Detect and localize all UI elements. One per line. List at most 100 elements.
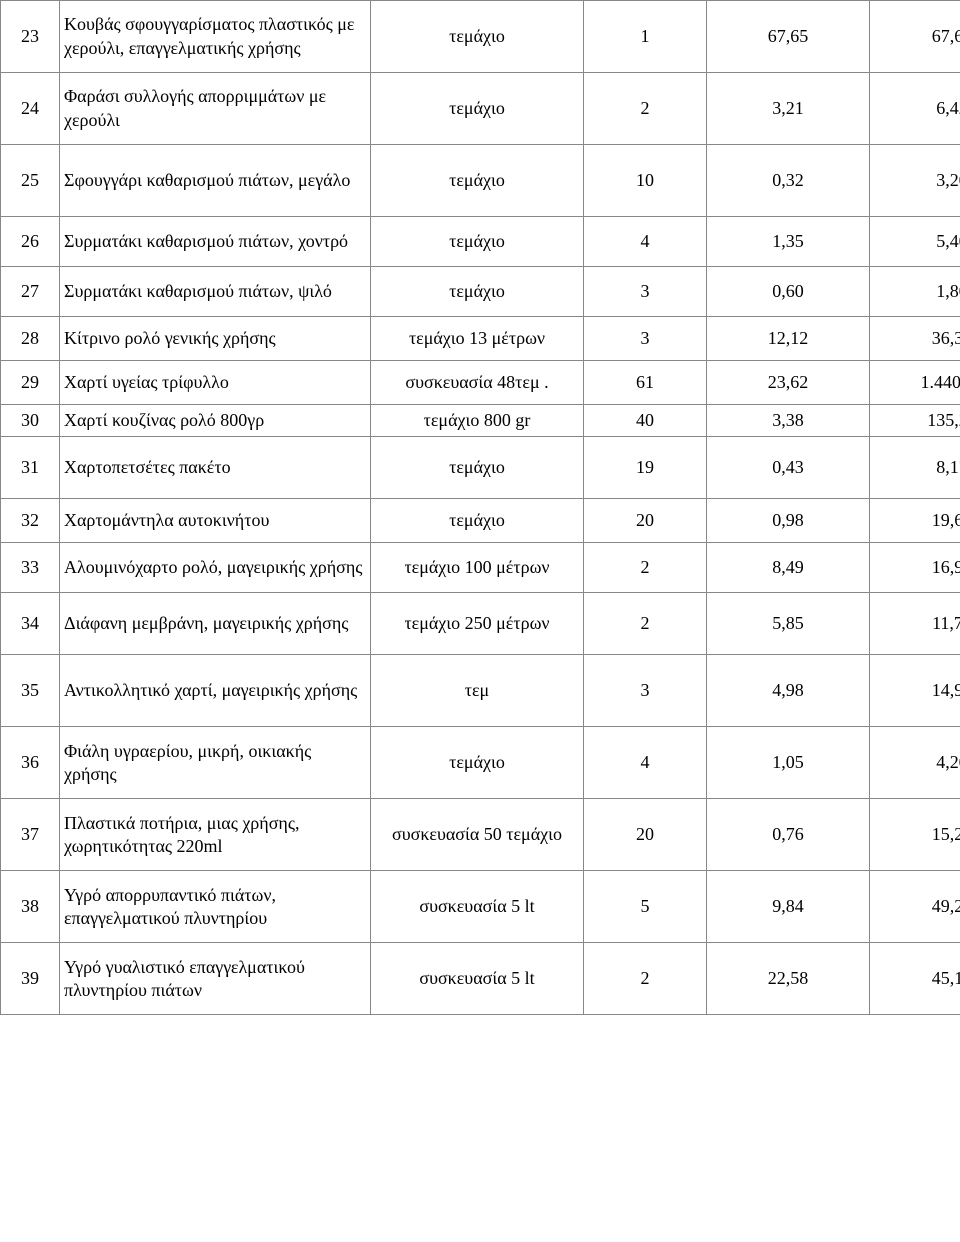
cell-total: 1,80 [870,267,960,317]
cell-quantity: 5 [584,871,707,943]
cell-unit: τεμάχιο [371,145,584,217]
cell-description: Διάφανη μεμβράνη, μαγειρικής χρήσης [60,593,371,655]
cell-unit: συσκευασία 5 lt [371,871,584,943]
cell-total: 6,42 [870,73,960,145]
cell-quantity: 19 [584,437,707,499]
cell-unit-price: 0,76 [707,799,870,871]
cell-number: 23 [1,1,60,73]
cell-description: Φαράσι συλλογής απορριμμάτων με χερούλι [60,73,371,145]
cell-description: Αντικολλητικό χαρτί, μαγειρικής χρήσης [60,655,371,727]
cell-unit: τεμάχιο 800 gr [371,405,584,437]
cell-number: 34 [1,593,60,655]
cell-total: 135,20 [870,405,960,437]
page-container: 23Κουβάς σφουγγαρίσματος πλαστικός με χε… [0,0,960,1015]
cell-unit-price: 4,98 [707,655,870,727]
cell-total: 15,20 [870,799,960,871]
cell-unit: συσκευασία 50 τεμάχιο [371,799,584,871]
table-row: 39Υγρό γυαλιστικό επαγγελματικού πλυντηρ… [1,943,960,1015]
cell-number: 33 [1,543,60,593]
cell-total: 5,40 [870,217,960,267]
cell-description: Χαρτί κουζίνας ρολό 800γρ [60,405,371,437]
cell-quantity: 2 [584,943,707,1015]
cell-number: 28 [1,317,60,361]
cell-unit: συσκευασία 48τεμ . [371,361,584,405]
cell-unit: τεμάχιο [371,267,584,317]
cell-unit: τεμάχιο [371,217,584,267]
cell-unit-price: 3,21 [707,73,870,145]
cell-description: Υγρό απορρυπαντικό πιάτων, επαγγελματικο… [60,871,371,943]
cell-number: 29 [1,361,60,405]
cell-unit: τεμάχιο [371,727,584,799]
cell-unit: τεμάχιο 100 μέτρων [371,543,584,593]
cell-total: 67,65 [870,1,960,73]
cell-unit: τεμ [371,655,584,727]
cell-unit-price: 0,98 [707,499,870,543]
cell-unit: συσκευασία 5 lt [371,943,584,1015]
cell-description: Φιάλη υγραερίου, μικρή, οικιακής χρήσης [60,727,371,799]
cell-unit-price: 5,85 [707,593,870,655]
cell-quantity: 1 [584,1,707,73]
table-row: 38Υγρό απορρυπαντικό πιάτων, επαγγελματι… [1,871,960,943]
cell-unit-price: 9,84 [707,871,870,943]
table-row: 36Φιάλη υγραερίου, μικρή, οικιακής χρήση… [1,727,960,799]
cell-number: 35 [1,655,60,727]
cell-unit: τεμάχιο 13 μέτρων [371,317,584,361]
table-row: 32Χαρτομάντηλα αυτοκινήτουτεμάχιο200,981… [1,499,960,543]
cell-quantity: 20 [584,499,707,543]
table-row: 27Συρματάκι καθαρισμού πιάτων, ψιλότεμάχ… [1,267,960,317]
cell-description: Πλαστικά ποτήρια, μιας χρήσης, χωρητικότ… [60,799,371,871]
cell-total: 11,70 [870,593,960,655]
cell-total: 49,20 [870,871,960,943]
table-row: 25Σφουγγάρι καθαρισμού πιάτων, μεγάλοτεμ… [1,145,960,217]
cell-quantity: 4 [584,217,707,267]
cell-unit-price: 0,43 [707,437,870,499]
cell-total: 16,98 [870,543,960,593]
cell-description: Κουβάς σφουγγαρίσματος πλαστικός με χερο… [60,1,371,73]
cell-description: Σφουγγάρι καθαρισμού πιάτων, μεγάλο [60,145,371,217]
cell-total: 19,60 [870,499,960,543]
cell-description: Αλουμινόχαρτο ρολό, μαγειρικής χρήσης [60,543,371,593]
cell-number: 36 [1,727,60,799]
cell-total: 8,17 [870,437,960,499]
cell-number: 31 [1,437,60,499]
cell-unit: τεμάχιο [371,499,584,543]
cell-number: 24 [1,73,60,145]
cell-number: 32 [1,499,60,543]
cell-quantity: 40 [584,405,707,437]
cell-total: 14,94 [870,655,960,727]
cell-number: 25 [1,145,60,217]
cell-number: 26 [1,217,60,267]
cell-unit-price: 22,58 [707,943,870,1015]
cell-quantity: 2 [584,73,707,145]
cell-quantity: 3 [584,655,707,727]
cell-number: 39 [1,943,60,1015]
cell-total: 45,16 [870,943,960,1015]
cell-unit-price: 0,60 [707,267,870,317]
cell-description: Χαρτί υγείας τρίφυλλο [60,361,371,405]
table-row: 26Συρματάκι καθαρισμού πιάτων, χοντρότεμ… [1,217,960,267]
cell-quantity: 10 [584,145,707,217]
table-row: 33Αλουμινόχαρτο ρολό, μαγειρικής χρήσηςτ… [1,543,960,593]
cell-total: 1.440,82 [870,361,960,405]
table-row: 23Κουβάς σφουγγαρίσματος πλαστικός με χε… [1,1,960,73]
cell-description: Υγρό γυαλιστικό επαγγελματικού πλυντηρίο… [60,943,371,1015]
cell-number: 30 [1,405,60,437]
cell-description: Συρματάκι καθαρισμού πιάτων, ψιλό [60,267,371,317]
cell-quantity: 4 [584,727,707,799]
cell-unit-price: 8,49 [707,543,870,593]
cell-unit: τεμάχιο [371,1,584,73]
cell-unit: τεμάχιο 250 μέτρων [371,593,584,655]
cell-number: 27 [1,267,60,317]
table-row: 34Διάφανη μεμβράνη, μαγειρικής χρήσηςτεμ… [1,593,960,655]
cell-total: 4,20 [870,727,960,799]
table-row: 37Πλαστικά ποτήρια, μιας χρήσης, χωρητικ… [1,799,960,871]
table-row: 31Χαρτοπετσέτες πακέτοτεμάχιο190,438,17 [1,437,960,499]
cell-unit-price: 3,38 [707,405,870,437]
table-row: 28Κίτρινο ρολό γενικής χρήσηςτεμάχιο 13 … [1,317,960,361]
cell-unit-price: 1,35 [707,217,870,267]
cell-description: Κίτρινο ρολό γενικής χρήσης [60,317,371,361]
cell-unit: τεμάχιο [371,73,584,145]
cell-number: 38 [1,871,60,943]
cell-quantity: 20 [584,799,707,871]
cell-unit-price: 23,62 [707,361,870,405]
